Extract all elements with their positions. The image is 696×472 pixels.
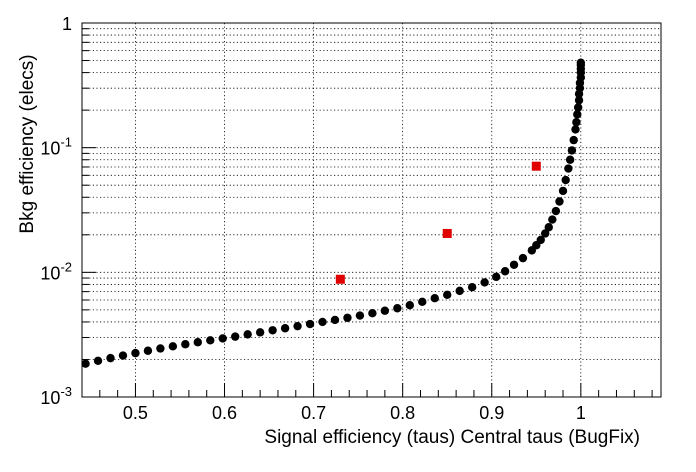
data-point — [355, 311, 365, 320]
data-point — [93, 356, 103, 366]
data-point — [335, 274, 345, 284]
data-point — [480, 278, 489, 287]
series-layer — [81, 58, 586, 368]
x-tick-label: 0.9 — [479, 403, 504, 423]
data-point — [305, 319, 315, 329]
data-point — [455, 286, 464, 296]
data-point — [318, 317, 327, 327]
data-point — [280, 324, 290, 333]
tick-labels: 0.5 0.6 0.7 0.8 0.9 1 1 10-1 10-2 10-3 — [40, 14, 585, 423]
data-point — [442, 228, 452, 238]
data-point — [531, 161, 541, 171]
data-point — [443, 290, 452, 300]
series-2 — [335, 161, 541, 284]
data-point — [156, 344, 165, 353]
data-point — [536, 235, 545, 245]
data-point — [571, 125, 580, 134]
y-tick-label: 10-1 — [40, 135, 72, 159]
y-axis-label: Bkg efficiency (elecs) — [17, 54, 38, 233]
tick-marks — [82, 28, 653, 397]
data-point — [492, 272, 501, 282]
y-tick-label: 1 — [62, 14, 72, 34]
data-point — [393, 304, 402, 313]
data-point — [293, 321, 302, 331]
data-point — [567, 146, 577, 155]
data-point — [544, 223, 553, 232]
data-point — [231, 332, 240, 341]
grid-lines — [82, 23, 661, 397]
x-tick-label: 0.7 — [301, 403, 326, 423]
data-point — [573, 110, 582, 119]
data-point — [380, 306, 390, 315]
data-point — [193, 338, 202, 347]
data-point — [243, 330, 252, 339]
plot-frame — [81, 22, 662, 398]
data-point — [569, 135, 578, 145]
series-1 — [81, 58, 586, 368]
data-point — [467, 282, 477, 292]
data-point — [565, 155, 575, 164]
y-tick-label: 10-2 — [40, 259, 72, 283]
data-point — [206, 336, 215, 345]
data-point — [558, 186, 568, 196]
data-point — [564, 164, 573, 173]
data-point — [143, 346, 153, 355]
data-point — [218, 334, 227, 343]
data-point — [368, 309, 377, 318]
data-point — [168, 342, 178, 351]
data-point — [576, 58, 586, 67]
data-point — [343, 313, 352, 322]
x-tick-label: 1 — [576, 403, 586, 423]
data-point — [255, 328, 265, 337]
x-axis-label: Signal efficiency (taus) Central taus (B… — [264, 427, 640, 448]
x-tick-label: 0.5 — [123, 403, 148, 423]
data-point — [500, 267, 510, 276]
data-point — [551, 206, 561, 216]
data-point — [81, 359, 90, 368]
data-point — [405, 300, 415, 310]
data-point — [573, 103, 583, 112]
data-point — [572, 118, 581, 127]
data-point — [574, 96, 584, 105]
x-tick-label: 0.6 — [212, 403, 237, 423]
data-point — [106, 353, 115, 363]
data-point — [418, 297, 427, 307]
data-point — [555, 197, 564, 206]
data-point — [118, 351, 128, 360]
data-point — [430, 294, 439, 303]
data-point — [181, 340, 190, 349]
data-point — [541, 229, 550, 238]
data-point — [268, 326, 277, 335]
data-point — [330, 315, 340, 325]
data-point — [548, 215, 557, 224]
data-point — [131, 348, 140, 358]
data-point — [509, 260, 519, 269]
data-point — [518, 253, 528, 263]
x-tick-label: 0.8 — [390, 403, 415, 423]
data-point — [561, 175, 570, 185]
y-tick-label: 10-3 — [40, 384, 72, 408]
